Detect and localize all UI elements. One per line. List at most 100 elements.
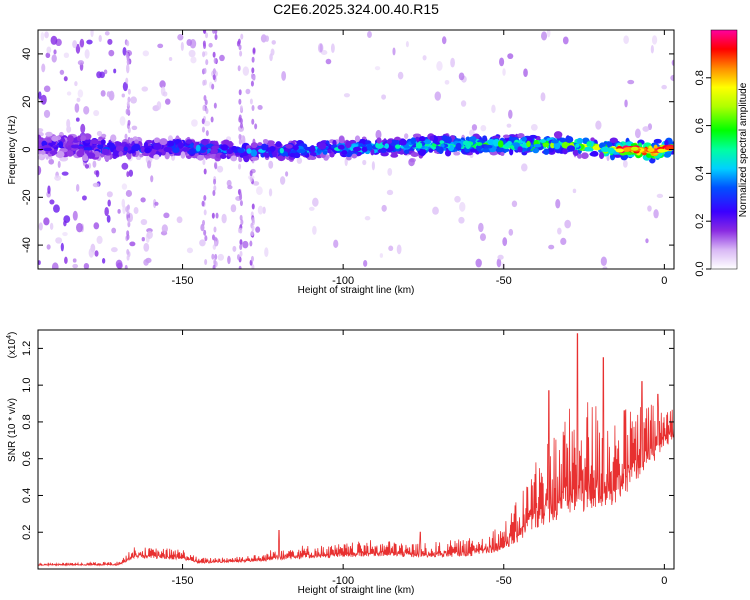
spectrogram-cell	[653, 209, 659, 219]
spectrogram-cell	[205, 59, 209, 66]
spectrogram-cell	[661, 84, 667, 90]
spectrogram-cell	[257, 142, 263, 147]
spectrogram-cell	[540, 92, 546, 102]
spectrogram-cell	[143, 242, 150, 252]
spectrogram-cell	[482, 135, 487, 141]
spectrogram-cell	[126, 233, 130, 240]
spectrogram-cell	[164, 151, 170, 160]
spectrogram-cell	[257, 105, 263, 110]
spectrogram-cell	[79, 38, 85, 48]
spectrogram-cell	[380, 151, 389, 157]
spectrogram-cell	[270, 48, 275, 56]
spectrogram-cell	[653, 138, 662, 144]
spectrogram-cell	[211, 145, 220, 150]
spectrogram-cell	[67, 135, 74, 143]
spectrogram-cell	[97, 143, 104, 150]
spectrogram-cell	[312, 197, 319, 207]
spectrogram-cell	[46, 244, 51, 250]
spectrogram-cell	[153, 154, 160, 160]
spectrogram-cell	[142, 50, 150, 57]
spectrogram-cell	[214, 162, 218, 169]
spectrogram-cell	[75, 117, 80, 122]
spectrogram-cell	[279, 176, 286, 185]
snr-scale-suffix: )	[7, 332, 18, 335]
spectrogram-cell	[51, 135, 59, 142]
spectrogram-cell	[212, 51, 216, 58]
spectrogram-cell	[212, 189, 216, 196]
spectrogram-cell	[202, 219, 206, 226]
spectrogram-cell	[361, 146, 368, 153]
snr-scale-exponent: 4	[6, 335, 13, 339]
spectrogram-cell	[386, 139, 393, 144]
spectrogram-cell	[322, 150, 328, 155]
spectrogram-cell	[95, 170, 100, 178]
spectrogram-cell	[630, 146, 639, 151]
spectrogram-cell	[122, 47, 127, 56]
colorbar-tick-label: 0.4	[694, 166, 706, 181]
y-tick-label: 40	[21, 48, 33, 60]
spectrogram-cell	[185, 139, 193, 144]
spectrogram-cell	[43, 85, 51, 93]
y-tick-label: 1.0	[21, 378, 33, 393]
spectrogram-cell	[250, 142, 258, 149]
spectrogram-cell	[81, 195, 87, 201]
spectrogram-cell	[80, 123, 86, 134]
spectrogram-cell	[529, 134, 538, 139]
spectrogram-cell	[212, 30, 216, 34]
spectrogram-cell	[161, 224, 168, 233]
spectrogram-cell	[647, 205, 652, 212]
spectrogram-cell	[41, 140, 48, 147]
spectrogram-cell	[51, 54, 57, 63]
x-tick-label: -50	[496, 275, 512, 287]
spectrogram-cell	[249, 176, 253, 183]
spectrogram-cell	[251, 67, 255, 74]
spectrogram-cell	[388, 245, 394, 251]
spectrogram-cell	[384, 143, 389, 149]
spectrogram-cell	[188, 49, 196, 58]
spectrogram-cell	[212, 74, 216, 81]
spectrogram-cell	[107, 38, 113, 45]
spectrogram-cell	[127, 119, 131, 126]
spectrogram-cell	[272, 151, 277, 158]
spectrogram-cell	[237, 189, 241, 196]
spectrogram-cell	[240, 33, 244, 40]
spectrogram-cell	[327, 149, 332, 154]
spectrogram-cell	[133, 207, 139, 214]
colorbar: 0.0 0.2 0.4 0.6 0.8 Normalized spectral ampl…	[694, 29, 749, 277]
spectrogram-cell	[381, 204, 387, 212]
spectrogram-cell	[213, 258, 217, 265]
spectrogram-cell	[354, 135, 361, 143]
spectrogram-cell	[163, 146, 173, 153]
colorbar-gradient	[710, 29, 738, 270]
spectrogram-cell	[412, 133, 422, 138]
spectrogram-cell	[239, 227, 243, 234]
spectrogram-cell	[238, 133, 242, 140]
spectrogram-cell	[61, 171, 69, 176]
spectrogram-cell	[83, 147, 92, 151]
spectrogram-cell	[67, 145, 72, 151]
spectrogram-cell	[479, 233, 486, 242]
spectrogram-cell	[471, 124, 478, 131]
colorbar-tick-label: 0.2	[694, 214, 706, 229]
spectrogram-cell	[341, 150, 348, 155]
y-tick-label: 0	[21, 146, 33, 152]
spectrogram-cell	[55, 237, 63, 244]
spectrogram-cell	[405, 41, 409, 48]
spectrogram-cell	[39, 153, 49, 158]
spectrogram-cell	[66, 125, 72, 133]
spectrogram-panel: -150 -100 -50 0 -40 -20 0 20 40 Height of strai…	[7, 29, 675, 296]
spectrogram-cell	[671, 59, 674, 66]
spectrogram-cell	[415, 136, 420, 142]
spectrogram-cell	[249, 170, 253, 177]
spectrogram-cell	[572, 149, 579, 156]
figure-title: C2E6.2025.324.00.40.R15	[273, 1, 439, 17]
spectrogram-cell	[41, 63, 46, 73]
spectrogram-cell	[624, 99, 628, 108]
spectrogram-cell	[330, 43, 335, 54]
spectrogram-cell	[566, 145, 576, 152]
spectrogram-cell	[600, 146, 610, 153]
spectrogram-cell	[285, 144, 293, 149]
spectrogram-cell	[333, 239, 339, 248]
spectrogram-cell	[201, 126, 205, 133]
spectrogram-cell	[319, 43, 323, 53]
